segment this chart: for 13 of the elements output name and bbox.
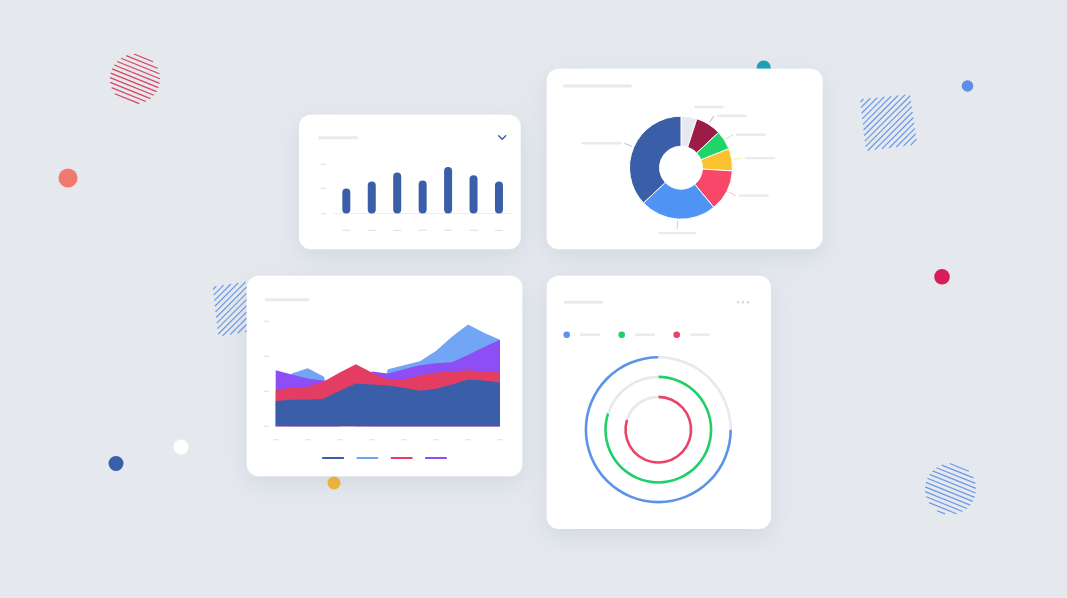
donut-slice	[604, 375, 713, 484]
bar	[393, 172, 402, 214]
bar	[418, 180, 427, 214]
bar	[469, 175, 478, 214]
donut-slice	[625, 395, 659, 420]
bar	[444, 167, 453, 214]
donut-slice	[624, 395, 693, 464]
bar	[342, 188, 351, 214]
bar	[367, 181, 376, 214]
donut-slice	[606, 375, 659, 414]
donut-slice	[584, 356, 732, 504]
bar	[494, 181, 503, 214]
donut-slice	[658, 356, 732, 430]
